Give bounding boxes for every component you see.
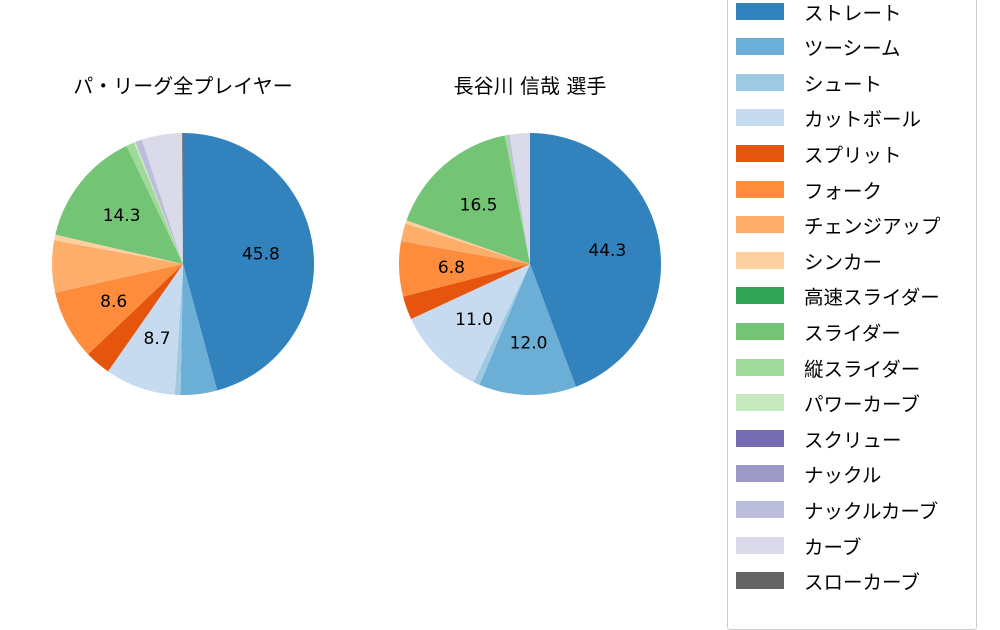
legend-label: パワーカーブ [804,393,920,417]
legend-item: ツーシーム [736,35,901,61]
legend-swatch [736,109,784,127]
slice-value-label: 6.8 [438,258,465,278]
legend-swatch [736,2,784,20]
slice-value-label: 44.3 [588,241,626,261]
pie-slice [54,234,184,264]
pie-slice [88,264,183,372]
slice-value-label: 8.6 [100,292,127,312]
pie-chart-league: 45.8 8.7 8.6 14.3 [52,133,314,395]
legend-item: パワーカーブ [736,391,920,417]
legend: ストレートツーシームシュートカットボール スプリットフォークチェンジアップ シンカー… [727,0,977,630]
pie-slice [180,264,218,395]
pie-slice [403,264,530,320]
legend-swatch [736,500,784,518]
pie-chart-player: 44.3 12.0 11.0 6.8 16.5 [399,133,661,396]
pie-slice [530,133,661,387]
legend-label: ストレート [804,1,902,25]
legend-swatch [736,358,784,376]
legend-swatch [736,180,784,198]
legend-swatch [736,251,784,269]
legend-item: スライダー [736,319,901,345]
legend-item: カーブ [736,533,862,559]
pie-slice [399,241,530,297]
pie-slice [55,145,184,264]
pie-slice [182,133,183,264]
legend-label: ナックルカーブ [804,499,939,523]
pie-slice [108,264,183,395]
slice-value-label: 16.5 [460,196,498,216]
legend-swatch [736,144,784,162]
pie-slice [473,264,530,385]
pie-slice [174,264,183,395]
legend-item: チェンジアップ [736,213,941,239]
legend-label: ナックル [804,464,882,488]
legend-item: 高速スライダー [736,284,940,310]
slice-value-label: 14.3 [103,206,141,226]
legend-label: スライダー [804,321,901,345]
legend-item: 縦スライダー [736,355,921,381]
legend-label: スローカーブ [804,571,920,595]
legend-swatch [736,322,784,340]
slice-value-label: 45.8 [242,245,280,265]
slice-value-label: 12.0 [510,334,548,354]
legend-item: スプリット [736,141,902,167]
legend-item: ナックルカーブ [736,497,939,523]
pie-slice [401,223,530,264]
pie-slice [411,264,530,383]
legend-swatch [736,429,784,447]
legend-item: ナックル [736,462,882,488]
pie-slice [406,135,530,264]
legend-label: スクリュー [804,428,902,452]
legend-swatch [736,38,784,56]
legend-swatch [736,394,784,412]
legend-label: 縦スライダー [804,357,921,381]
legend-swatch [736,73,784,91]
pie-slice [55,264,183,355]
legend-item: カットボール [736,106,922,132]
legend-item: スローカーブ [736,569,920,595]
pie-slice [135,139,183,264]
legend-label: フォーク [804,179,883,203]
legend-item: スクリュー [736,426,902,452]
pie-slice [183,133,314,391]
legend-item: シンカー [736,248,883,274]
legend-label: チェンジアップ [804,215,941,239]
legend-swatch [736,572,784,590]
legend-swatch [736,216,784,234]
slice-value-label: 11.0 [455,310,493,330]
pie-slice [405,220,530,264]
legend-label: カットボール [804,108,922,132]
legend-label: 高速スライダー [804,286,940,310]
slice-value-label: 8.7 [144,329,171,349]
pie-slice [141,133,183,264]
pie-slice [479,264,576,396]
legend-swatch [736,536,784,554]
legend-label: シュート [804,72,883,96]
pie-slice [507,134,530,264]
legend-swatch [736,465,784,483]
legend-item: ストレート [736,0,902,25]
pie-slice [52,240,184,293]
pie-title-league: パ・リーグ全プレイヤー [73,74,293,98]
legend-item: シュート [736,70,883,96]
legend-item: フォーク [736,177,883,203]
legend-label: スプリット [804,143,902,167]
legend-label: カーブ [804,535,862,559]
legend-label: シンカー [804,250,883,274]
legend-swatch [736,287,784,305]
legend-label: ツーシーム [804,37,901,61]
pie-slice [504,135,530,264]
pie-slice [134,141,183,264]
pie-slice [126,142,183,264]
pie-title-player: 長谷川 信哉 選手 [453,74,607,98]
pie-slice [509,133,530,264]
